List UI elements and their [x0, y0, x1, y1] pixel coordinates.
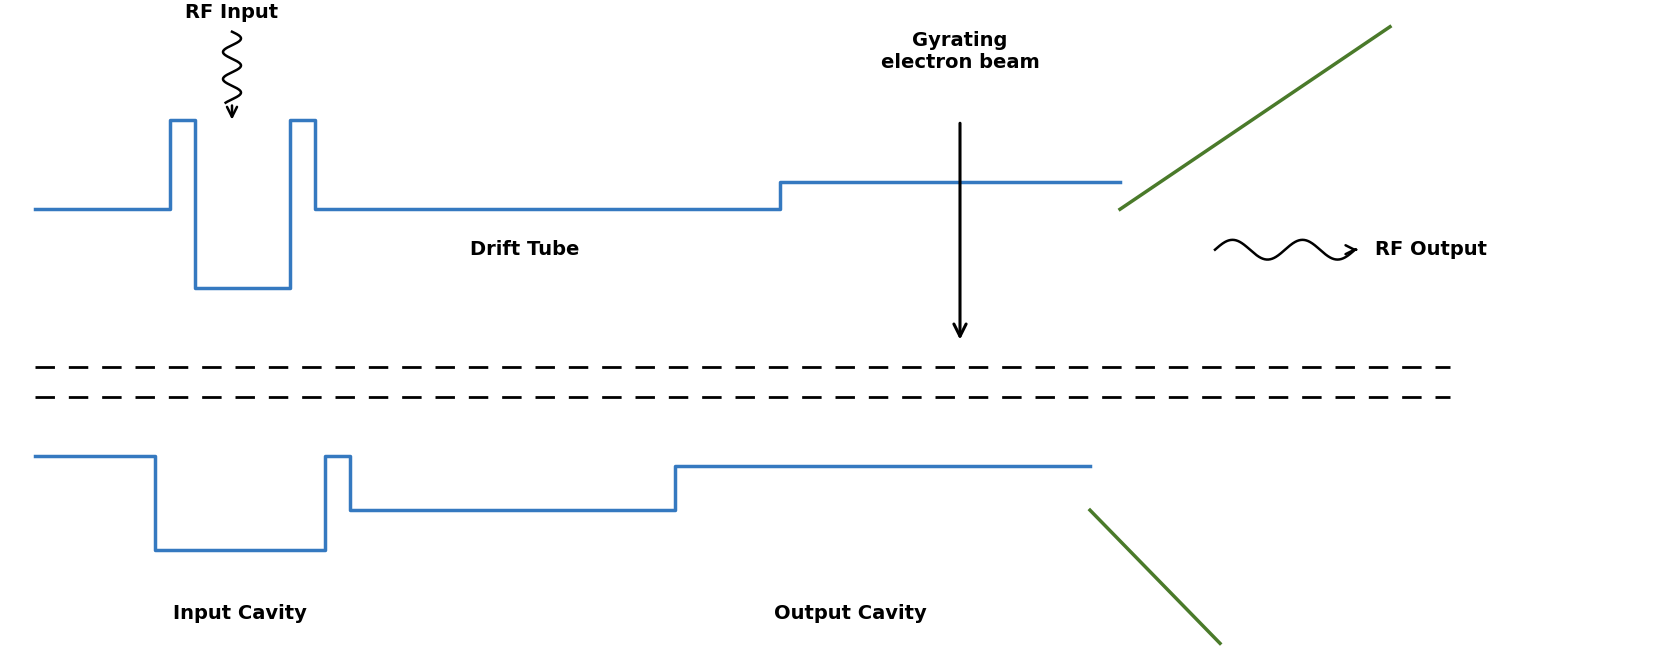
Text: Input Cavity: Input Cavity [173, 605, 307, 623]
Text: RF Input: RF Input [185, 3, 279, 22]
Text: Gyrating
electron beam: Gyrating electron beam [880, 31, 1040, 72]
Text: Output Cavity: Output Cavity [773, 605, 926, 623]
Text: RF Output: RF Output [1374, 240, 1487, 259]
Text: Drift Tube: Drift Tube [470, 240, 580, 259]
